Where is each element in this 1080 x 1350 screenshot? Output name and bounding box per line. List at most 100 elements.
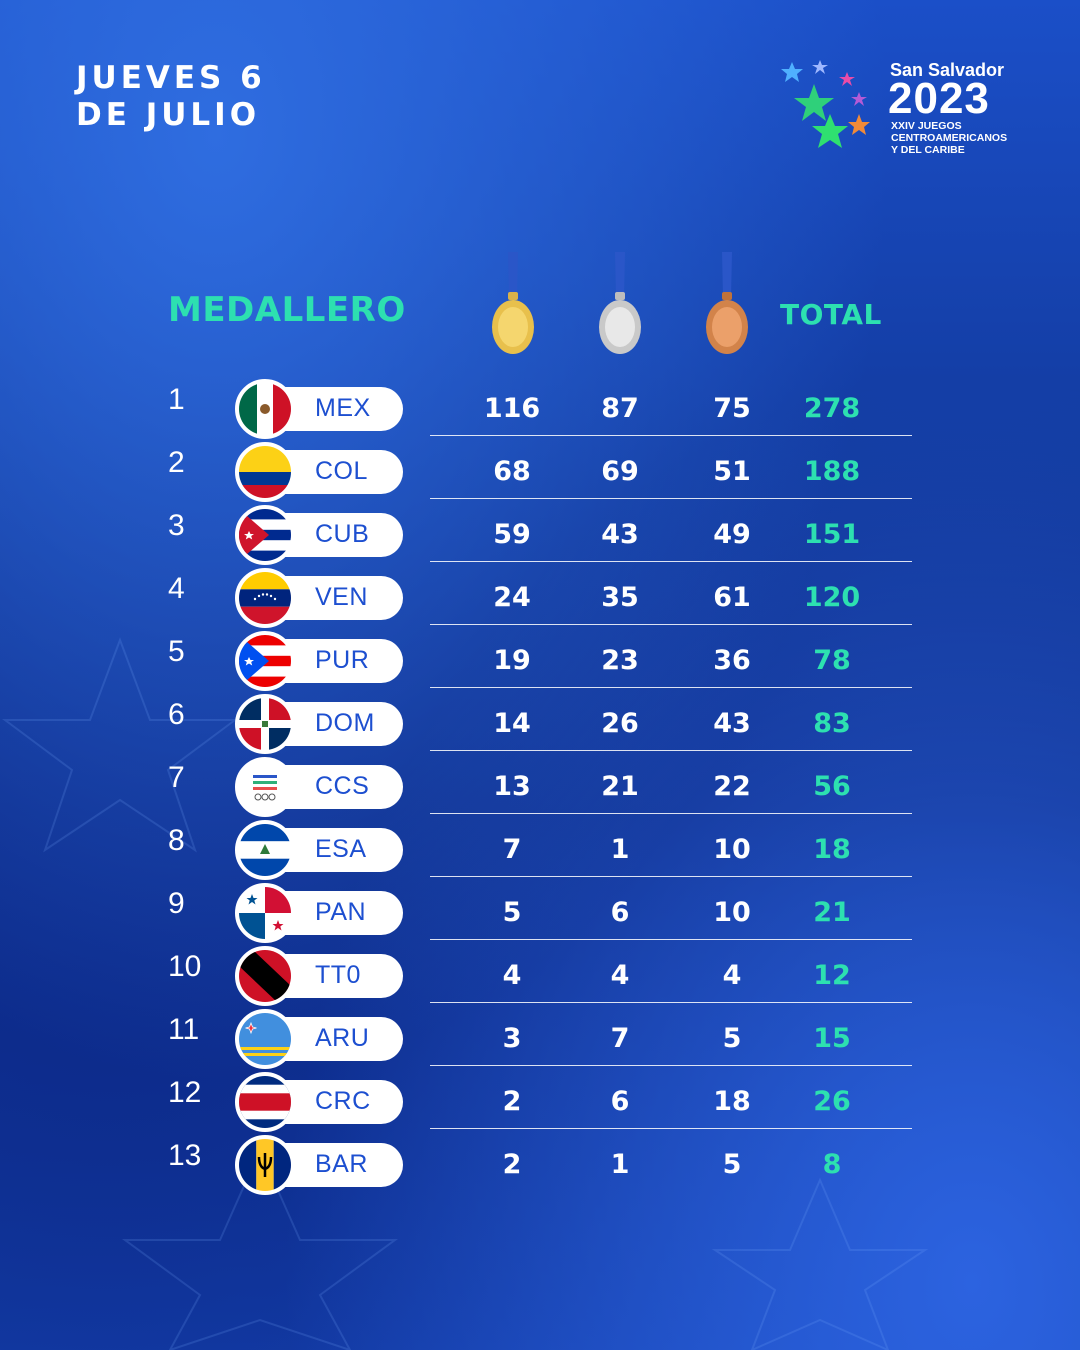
bronze-count: 36 [713, 645, 751, 676]
country-code: DOM [315, 709, 375, 737]
row-divider [430, 939, 912, 940]
table-row: 10 TT0 4 4 4 12 [0, 946, 1080, 1013]
total-count: 78 [813, 645, 851, 676]
gold-count: 3 [502, 1023, 522, 1054]
total-count: 56 [813, 771, 851, 802]
row-divider [430, 687, 912, 688]
venezuela-flag-icon [235, 568, 295, 628]
country-code: PAN [315, 898, 367, 926]
rank: 11 [168, 1013, 200, 1046]
country-code: ARU [315, 1024, 370, 1052]
table-row: 6 DOM 14 26 43 83 [0, 694, 1080, 761]
logo-year: 2023 [888, 74, 990, 123]
logo-subtitle-line-1: XXIV JUEGOS [891, 120, 962, 132]
gold-count: 14 [493, 708, 531, 739]
gold-count: 4 [502, 960, 522, 991]
row-divider [430, 1065, 912, 1066]
silver-count: 21 [601, 771, 639, 802]
stars-logo-icon [781, 60, 870, 148]
colombia-flag-icon [235, 442, 295, 502]
gold-count: 7 [502, 834, 522, 865]
logo-subtitle: XXIV JUEGOS CENTROAMERICANOS Y DEL CARIB… [891, 120, 1007, 156]
country-code: CCS [315, 772, 370, 800]
silver-count: 7 [610, 1023, 630, 1054]
table-row: 9 PAN 5 6 10 21 [0, 883, 1080, 950]
bronze-count: 5 [722, 1149, 742, 1180]
row-divider [430, 435, 912, 436]
costa-rica-flag-icon [235, 1072, 295, 1132]
table-row: 11 ARU 3 7 5 15 [0, 1009, 1080, 1076]
rank: 13 [168, 1139, 202, 1172]
rank: 9 [168, 887, 185, 920]
table-row: 5 PUR 19 23 36 78 [0, 631, 1080, 698]
table-row: 2 COL 68 69 51 188 [0, 442, 1080, 509]
medal-table-title: MEDALLERO [168, 290, 406, 330]
table-row: 1 MEX 116 87 75 278 [0, 379, 1080, 446]
country-code: CRC [315, 1087, 371, 1115]
total-count: 120 [803, 582, 861, 613]
country-code: COL [315, 457, 368, 485]
aruba-flag-icon [235, 1009, 295, 1069]
rank: 2 [168, 446, 185, 479]
total-count: 151 [803, 519, 861, 550]
country-code: CUB [315, 520, 370, 548]
puerto-rico-flag-icon [235, 631, 295, 691]
row-divider [430, 750, 912, 751]
table-row: 13 BAR 2 1 5 8 [0, 1135, 1080, 1202]
table-row: 12 CRC 2 6 18 26 [0, 1072, 1080, 1139]
bronze-count: 61 [713, 582, 751, 613]
row-divider [430, 876, 912, 877]
bronze-count: 22 [713, 771, 751, 802]
total-count: 188 [803, 456, 861, 487]
silver-count: 35 [601, 582, 639, 613]
total-count: 15 [813, 1023, 851, 1054]
date-heading: JUEVES 6 DE JULIO [76, 60, 266, 134]
rank: 12 [168, 1076, 202, 1109]
gold-count: 5 [502, 897, 522, 928]
table-row: 3 CUB 59 43 49 151 [0, 505, 1080, 572]
rank: 5 [168, 635, 185, 668]
cuba-flag-icon [235, 505, 295, 565]
silver-count: 1 [610, 834, 630, 865]
mexico-flag-icon [235, 379, 295, 439]
rank: 10 [168, 950, 202, 983]
panama-flag-icon [235, 883, 295, 943]
silver-count: 4 [610, 960, 630, 991]
total-count: 8 [822, 1149, 842, 1180]
silver-count: 87 [601, 393, 639, 424]
logo-subtitle-line-2: CENTROAMERICANOS [891, 132, 1008, 144]
gold-count: 68 [493, 456, 531, 487]
gold-count: 116 [483, 393, 541, 424]
rank: 4 [168, 572, 185, 605]
table-row: 4 VEN 24 35 61 120 [0, 568, 1080, 635]
bronze-count: 75 [713, 393, 751, 424]
table-row: 8 ESA 7 1 10 18 [0, 820, 1080, 887]
gold-count: 2 [502, 1149, 522, 1180]
centro-caribe-sports-logo-icon [235, 757, 295, 817]
silver-count: 1 [610, 1149, 630, 1180]
row-divider [430, 498, 912, 499]
row-divider [430, 624, 912, 625]
total-column-header: TOTAL [780, 298, 882, 331]
bronze-count: 10 [713, 897, 751, 928]
gold-count: 13 [493, 771, 531, 802]
gold-count: 19 [493, 645, 531, 676]
date-line-1: JUEVES 6 [76, 60, 266, 96]
rank: 3 [168, 509, 185, 542]
barbados-flag-icon [235, 1135, 295, 1195]
logo-subtitle-line-3: Y DEL CARIBE [891, 144, 965, 156]
total-count: 83 [813, 708, 851, 739]
country-code: PUR [315, 646, 370, 674]
dominican-republic-flag-icon [235, 694, 295, 754]
rank: 7 [168, 761, 185, 794]
logo-city: San Salvador [890, 60, 1005, 80]
country-code: ESA [315, 835, 367, 863]
silver-count: 43 [601, 519, 639, 550]
bronze-count: 43 [713, 708, 751, 739]
rank: 6 [168, 698, 185, 731]
rank: 8 [168, 824, 185, 857]
bronze-count: 18 [713, 1086, 751, 1117]
event-logo: San Salvador 2023 XXIV JUEGOS CENTROAMER… [762, 56, 1032, 166]
bronze-count: 10 [713, 834, 751, 865]
country-code: VEN [315, 583, 368, 611]
